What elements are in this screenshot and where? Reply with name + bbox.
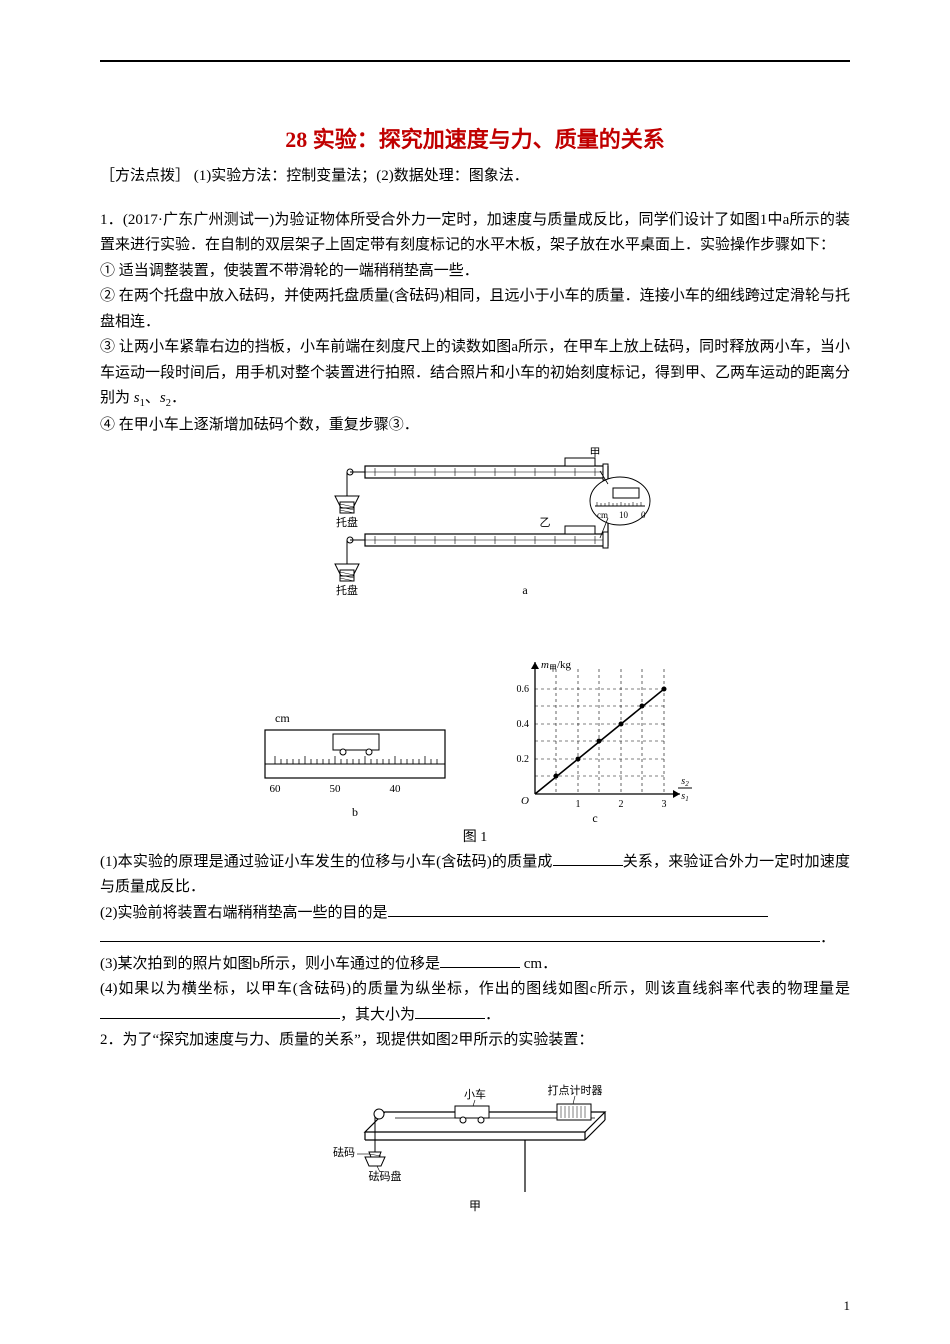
blank1 bbox=[553, 850, 623, 866]
fig-a-0: 0 bbox=[641, 510, 646, 520]
figure-c: m甲/kg 0.6 0.4 0.2 O 1 2 3 s2 s1 c bbox=[495, 654, 695, 824]
q1-sub3: (3)某次拍到的照片如图b所示，则小车通过的位移是 cm． bbox=[100, 952, 850, 978]
fig-a-cm: cm bbox=[597, 510, 608, 520]
fig-b-60: 60 bbox=[270, 783, 282, 795]
q1-sub2-end: ． bbox=[820, 930, 835, 946]
page-number: 1 bbox=[844, 1298, 851, 1314]
svg-text:m甲/kg: m甲/kg bbox=[541, 659, 572, 673]
figure-a: 甲 托盘 bbox=[100, 446, 850, 646]
sep: 、 bbox=[145, 390, 160, 406]
fig-b-50: 50 bbox=[330, 783, 342, 795]
fig-c-y04: 0.4 bbox=[517, 719, 530, 730]
blank4b bbox=[415, 1003, 485, 1019]
fig-a-yi: 乙 bbox=[540, 516, 551, 529]
fig2-timer-label: 打点计时器 bbox=[548, 1083, 603, 1097]
q1-sub1: (1)本实验的原理是通过验证小车发生的位移与小车(含砝码)的质量成关系，来验证合… bbox=[100, 850, 850, 901]
q1-step4: ④ 在甲小车上逐渐增加砝码个数，重复步骤③． bbox=[100, 413, 850, 439]
fig-b-cm: cm bbox=[275, 711, 290, 725]
q1-step3: ③ 让两小车紧靠右边的挡板，小车前端在刻度尺上的读数如图a所示，在甲车上放上砝码… bbox=[100, 335, 850, 413]
q1-sub3-b: cm． bbox=[520, 956, 557, 972]
fig-a-10: 10 bbox=[619, 510, 629, 520]
q1-sub2-cont: ． bbox=[100, 926, 850, 952]
q1-step1: ① 适当调整装置，使装置不带滑轮的一端稍稍垫高一些． bbox=[100, 259, 850, 285]
q1-sub4-a: (4)如果以为横坐标，以甲车(含砝码)的质量为纵坐标，作出的图线如图c所示，则该… bbox=[100, 981, 850, 997]
fig-c-x1: 1 bbox=[576, 799, 581, 810]
fig2-pan-label: 砝码盘 bbox=[369, 1169, 402, 1183]
blank3 bbox=[440, 952, 520, 968]
fig-a-caption: a bbox=[522, 583, 528, 597]
q1-sub4-b: ，其大小为 bbox=[340, 1007, 415, 1023]
fig-a-jia: 甲 bbox=[590, 447, 601, 459]
q1-sub2-txt: (2)实验前将装置右端稍稍垫高一些的目的是 bbox=[100, 905, 388, 921]
fig2-caption: 甲 bbox=[469, 1199, 481, 1212]
q1-step3-end: ． bbox=[171, 390, 186, 406]
figure-row-bc: cm 60 50 40 bbox=[100, 654, 850, 824]
fig-b-40: 40 bbox=[390, 783, 402, 795]
blank4a bbox=[100, 1003, 340, 1019]
q1-sub3-a: (3)某次拍到的照片如图b所示，则小车通过的位移是 bbox=[100, 956, 440, 972]
q1-sub2: (2)实验前将装置右端稍稍垫高一些的目的是 bbox=[100, 901, 850, 927]
blank2a bbox=[388, 901, 768, 917]
svg-text:s1: s1 bbox=[681, 791, 688, 803]
fig2-fama-label: 砝码 bbox=[333, 1145, 355, 1159]
blank2b bbox=[100, 926, 820, 942]
q1-sub4: (4)如果以为横坐标，以甲车(含砝码)的质量为纵坐标，作出的图线如图c所示，则该… bbox=[100, 977, 850, 1028]
svg-text:s2: s2 bbox=[681, 776, 689, 788]
page-title: 28 实验：探究加速度与力、质量的关系 bbox=[100, 122, 850, 154]
q1-sub4-c: ． bbox=[485, 1007, 500, 1023]
fig-c-origin: O bbox=[521, 795, 529, 807]
fig-c-x2: 2 bbox=[619, 799, 624, 810]
q1-step3-a: ③ 让两小车紧靠右边的挡板，小车前端在刻度尺上的读数如图a所示，在甲车上放上砝码… bbox=[100, 339, 850, 406]
figure-b: cm 60 50 40 bbox=[255, 704, 455, 824]
fig2-cart-label: 小车 bbox=[464, 1087, 486, 1101]
fig-c-y06: 0.6 bbox=[517, 684, 530, 695]
q1-intro: 1．(2017·广东广州测试一)为验证物体所受合外力一定时，加速度与质量成反比，… bbox=[100, 208, 850, 259]
figure-2: 小车 打点计时器 砝码 砝码盘 甲 bbox=[100, 1062, 850, 1222]
fig-a-tray2: 托盘 bbox=[336, 583, 358, 597]
fig-b-caption: b bbox=[352, 805, 358, 819]
fig-c-y02: 0.2 bbox=[517, 754, 530, 765]
q2-intro: 2．为了“探究加速度与力、质量的关系”，现提供如图2甲所示的实验装置： bbox=[100, 1028, 850, 1054]
q1-step2: ② 在两个托盘中放入砝码，并使两托盘质量(含砝码)相同，且远小于小车的质量．连接… bbox=[100, 284, 850, 335]
method-tip: ［方法点拨］ (1)实验方法：控制变量法；(2)数据处理：图象法． bbox=[100, 164, 850, 190]
fig1-caption: 图 1 bbox=[100, 826, 850, 850]
fig-a-tray1: 托盘 bbox=[336, 515, 358, 529]
fig-c-caption: c bbox=[592, 811, 597, 824]
q1-sub1-a: (1)本实验的原理是通过验证小车发生的位移与小车(含砝码)的质量成 bbox=[100, 854, 553, 870]
fig-c-x3: 3 bbox=[662, 799, 667, 810]
